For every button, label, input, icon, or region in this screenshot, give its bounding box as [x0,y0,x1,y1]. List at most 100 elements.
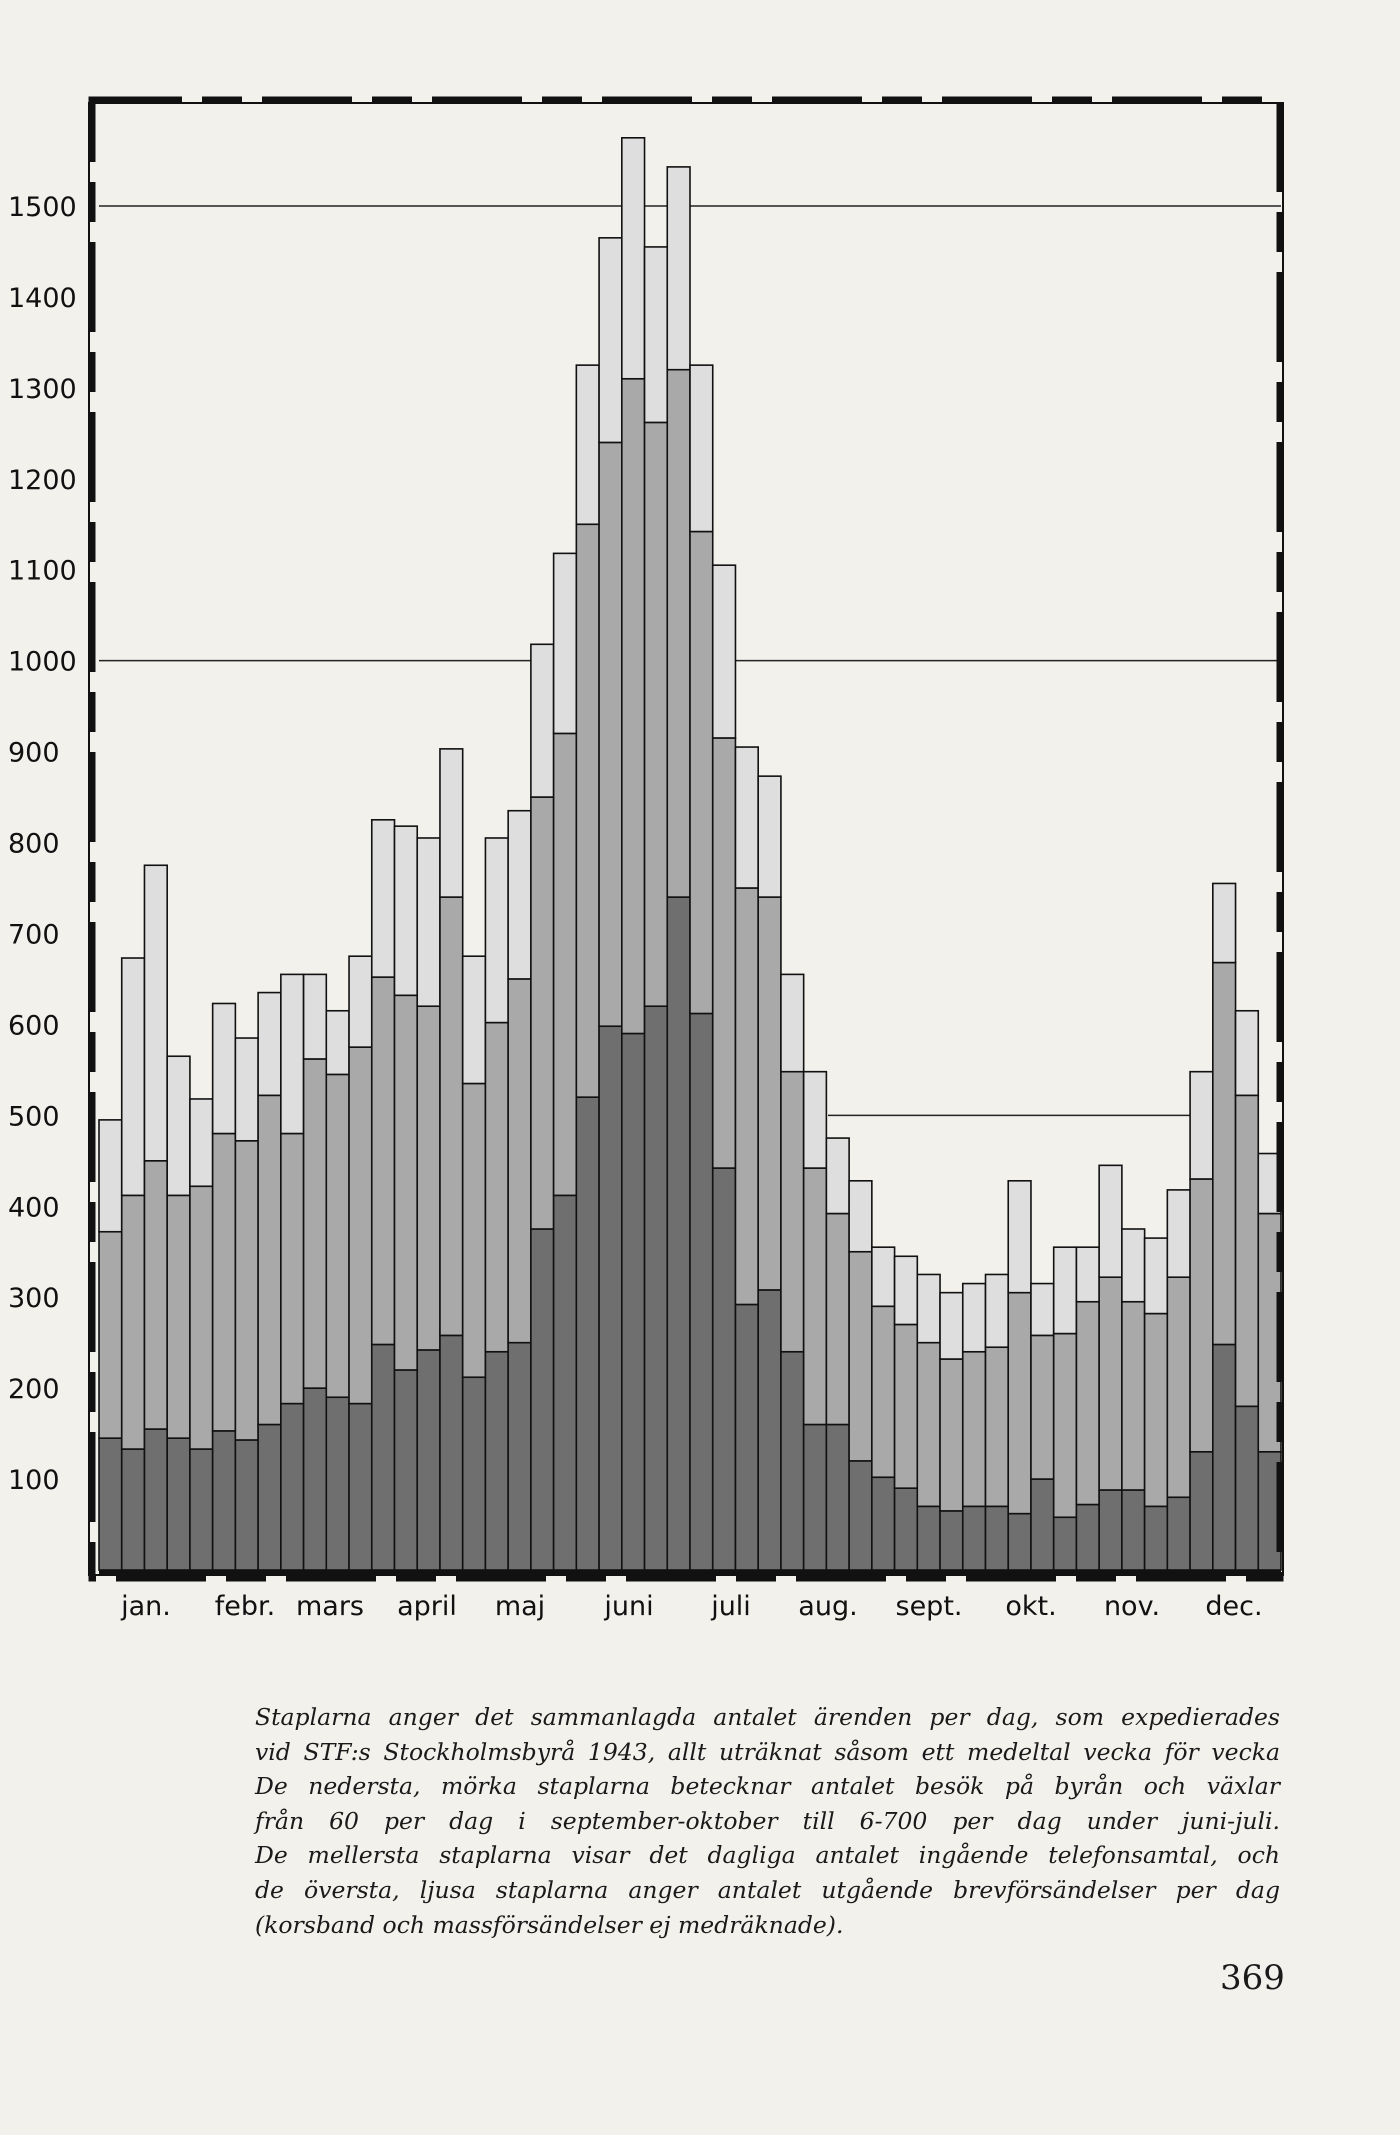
bar-segment-letters [1143,1237,1169,1315]
bar-segment-phone [802,1167,828,1426]
bar-segment-letters [1189,1070,1214,1180]
month-label: juli [710,1591,751,1622]
bar-segment-letters [325,1009,350,1076]
bar-segment-visits [280,1402,305,1571]
bar-segment-letters [1007,1180,1032,1294]
page-number: 369 [1220,1958,1285,1998]
bar-segment-letters [1075,1246,1100,1303]
bar-segment-phone [1098,1276,1123,1491]
bar-segment-visits [507,1341,532,1571]
bar-segment-letters [530,643,555,798]
bar-segment-phone [257,1094,282,1426]
month-label: juni [603,1591,653,1622]
caption-line: från 60 per dag i september-oktober till… [255,1806,1280,1835]
bar-segment-letters [439,748,464,898]
bar-segment-visits [530,1228,555,1571]
month-label: jan. [120,1591,171,1622]
bar-segment-letters [848,1180,873,1253]
bar-segment-letters [143,864,168,1162]
bar-segment-phone [780,1070,805,1353]
bar-segment-letters [280,973,305,1135]
bar-segment-visits [98,1437,123,1571]
bar-segment-visits [484,1350,509,1571]
bar-segment-visits [189,1448,214,1571]
bar-segment-letters [211,1002,237,1135]
frame-dashed-border [88,96,1284,1582]
bar-segment-visits [370,1343,396,1571]
bar-segment-phone [1234,1094,1260,1408]
bar-segment-visits [643,1005,669,1571]
bars [98,137,1282,1571]
y-tick-label: 1000 [8,647,77,678]
bar-segment-letters [1166,1189,1191,1278]
bar-segment-phone [711,737,737,1169]
bar-segment-phone [1189,1178,1214,1453]
bar-segment-letters [802,1070,828,1169]
bar-segment-letters [348,955,373,1048]
y-tick-label: 1500 [8,192,77,223]
bar-segment-phone [507,978,532,1344]
bar-segment-phone [1030,1334,1055,1480]
bar-segment-phone [939,1358,964,1512]
bar-segment-phone [1166,1276,1191,1499]
bar-segment-visits [734,1303,759,1571]
bar-segment-visits [416,1349,441,1571]
bar-segment-visits [825,1423,850,1571]
bar-segment-phone [598,441,623,1028]
bar-segment-letters [643,246,669,424]
bar-segment-letters [1234,1009,1260,1097]
month-label: nov. [1104,1591,1160,1622]
bar-segment-phone [575,523,600,1098]
bar-segment-phone [120,1194,146,1450]
bar-segment-visits [1098,1489,1123,1571]
bar-segment-phone [871,1305,896,1479]
bar-segment-phone [348,1046,373,1405]
caption-line: De mellersta staplarna visar det dagliga… [255,1841,1280,1870]
bar-segment-phone [189,1185,214,1450]
bar-segment-letters [234,1037,259,1142]
bar-segment-phone [916,1341,941,1508]
bar-segment-letters [166,1055,191,1197]
bar-segment-visits [1121,1489,1146,1571]
bar-segment-phone [461,1082,487,1379]
x-axis-month-labels: jan. febr. mars april maj juni juli aug. sept. ok… [120,1591,1262,1622]
bar-segment-visits [916,1505,941,1571]
bar-segment-visits [1166,1496,1191,1571]
bar-segment-phone [211,1132,237,1432]
bar-segment-phone [325,1073,350,1399]
bar-segment-phone [1007,1291,1032,1515]
y-tick-label: 800 [8,829,60,860]
bar-segment-letters [598,237,623,444]
bar-segment-phone [1212,961,1237,1346]
y-tick-label: 300 [8,1283,60,1314]
bar-segment-visits [143,1428,168,1571]
bar-segment-visits [325,1396,350,1571]
bar-segment-letters [1212,882,1237,964]
bar-segment-phone [552,732,578,1197]
bar-segment-letters [1121,1228,1146,1303]
bar-segment-letters [370,818,396,978]
bar-segment-phone [484,1021,509,1353]
bar-segment-visits [348,1402,373,1571]
bar-segment-visits [1234,1405,1260,1571]
bar-segment-letters [461,955,487,1085]
caption-line: de översta, ljusa staplarna anger antale… [255,1875,1280,1904]
bar-segment-phone [98,1230,123,1439]
bar-segment-visits [984,1505,1010,1571]
bar-segment-visits [961,1505,987,1571]
bar-segment-visits [393,1369,419,1571]
y-tick-label: 500 [8,1101,60,1132]
bar-segment-letters [507,809,532,980]
bar-segment-visits [1143,1505,1169,1571]
figure-caption: Staplarna anger det sammanlagda antalet … [255,1700,1280,1942]
bar-segment-phone [643,421,669,1008]
month-label: dec. [1205,1591,1262,1622]
bar-segment-visits [871,1476,896,1571]
bar-segment-phone [1121,1300,1146,1491]
bar-segment-phone [621,377,646,1035]
bar-segment-visits [1007,1512,1032,1571]
month-label: mars [296,1591,364,1622]
bar-segment-phone [1075,1300,1100,1506]
month-label: febr. [215,1591,275,1622]
bar-segment-visits [575,1096,600,1571]
